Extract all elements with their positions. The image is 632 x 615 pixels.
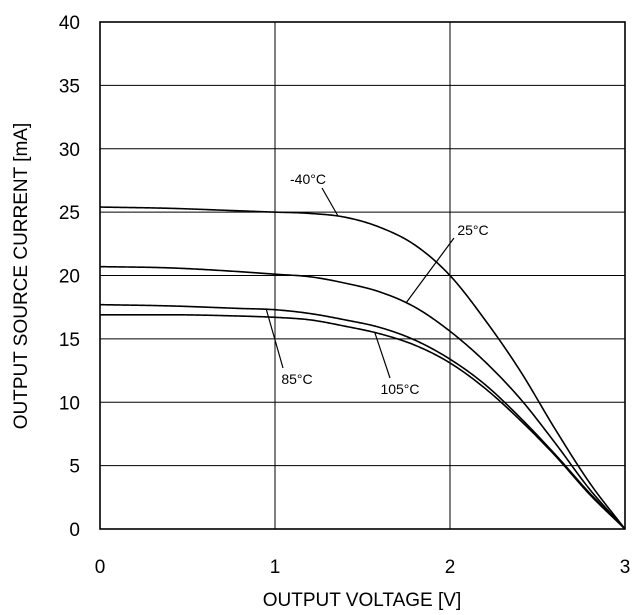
y-axis-title: OUTPUT SOURCE CURRENT [mA] — [11, 123, 32, 430]
x-tick-label: 1 — [270, 557, 281, 578]
annotation-leader — [374, 332, 391, 379]
series-annotation: 105°C — [380, 381, 419, 397]
y-tick-label: 35 — [59, 76, 80, 97]
y-tick-label: 40 — [59, 13, 80, 34]
annotation-leader — [321, 187, 339, 217]
series-annotation: -40°C — [290, 171, 326, 187]
annotation-leader — [405, 237, 455, 303]
x-tick-label: 0 — [95, 557, 106, 578]
curves — [99, 206, 626, 530]
annotation-leader — [265, 309, 284, 369]
series-line — [99, 303, 626, 530]
series-line — [99, 265, 626, 530]
y-tick-labels: 0 5 10 15 20 25 30 35 40 — [59, 13, 80, 541]
annotation-leaders — [265, 187, 455, 379]
y-tick-label: 15 — [59, 330, 80, 351]
series-line — [99, 206, 626, 530]
y-tick-label: 5 — [69, 457, 80, 478]
x-tick-labels: 0 1 2 3 — [95, 557, 631, 578]
x-tick-label: 2 — [445, 557, 456, 578]
x-axis-title: OUTPUT VOLTAGE [V] — [263, 590, 461, 611]
annotations: -40°C 25°C 85°C 105°C — [281, 171, 488, 397]
x-tick-label: 3 — [620, 557, 631, 578]
y-tick-label: 30 — [59, 140, 80, 161]
y-tick-label: 25 — [59, 203, 80, 224]
y-tick-label: 20 — [59, 267, 80, 288]
series-annotation: 85°C — [281, 371, 312, 387]
y-tick-label: 10 — [59, 393, 80, 414]
series-line — [100, 313, 626, 530]
plot-frame — [99, 21, 626, 530]
series-annotation: 25°C — [457, 222, 488, 238]
y-tick-label: 0 — [69, 520, 80, 541]
grid-lines — [100, 22, 625, 529]
